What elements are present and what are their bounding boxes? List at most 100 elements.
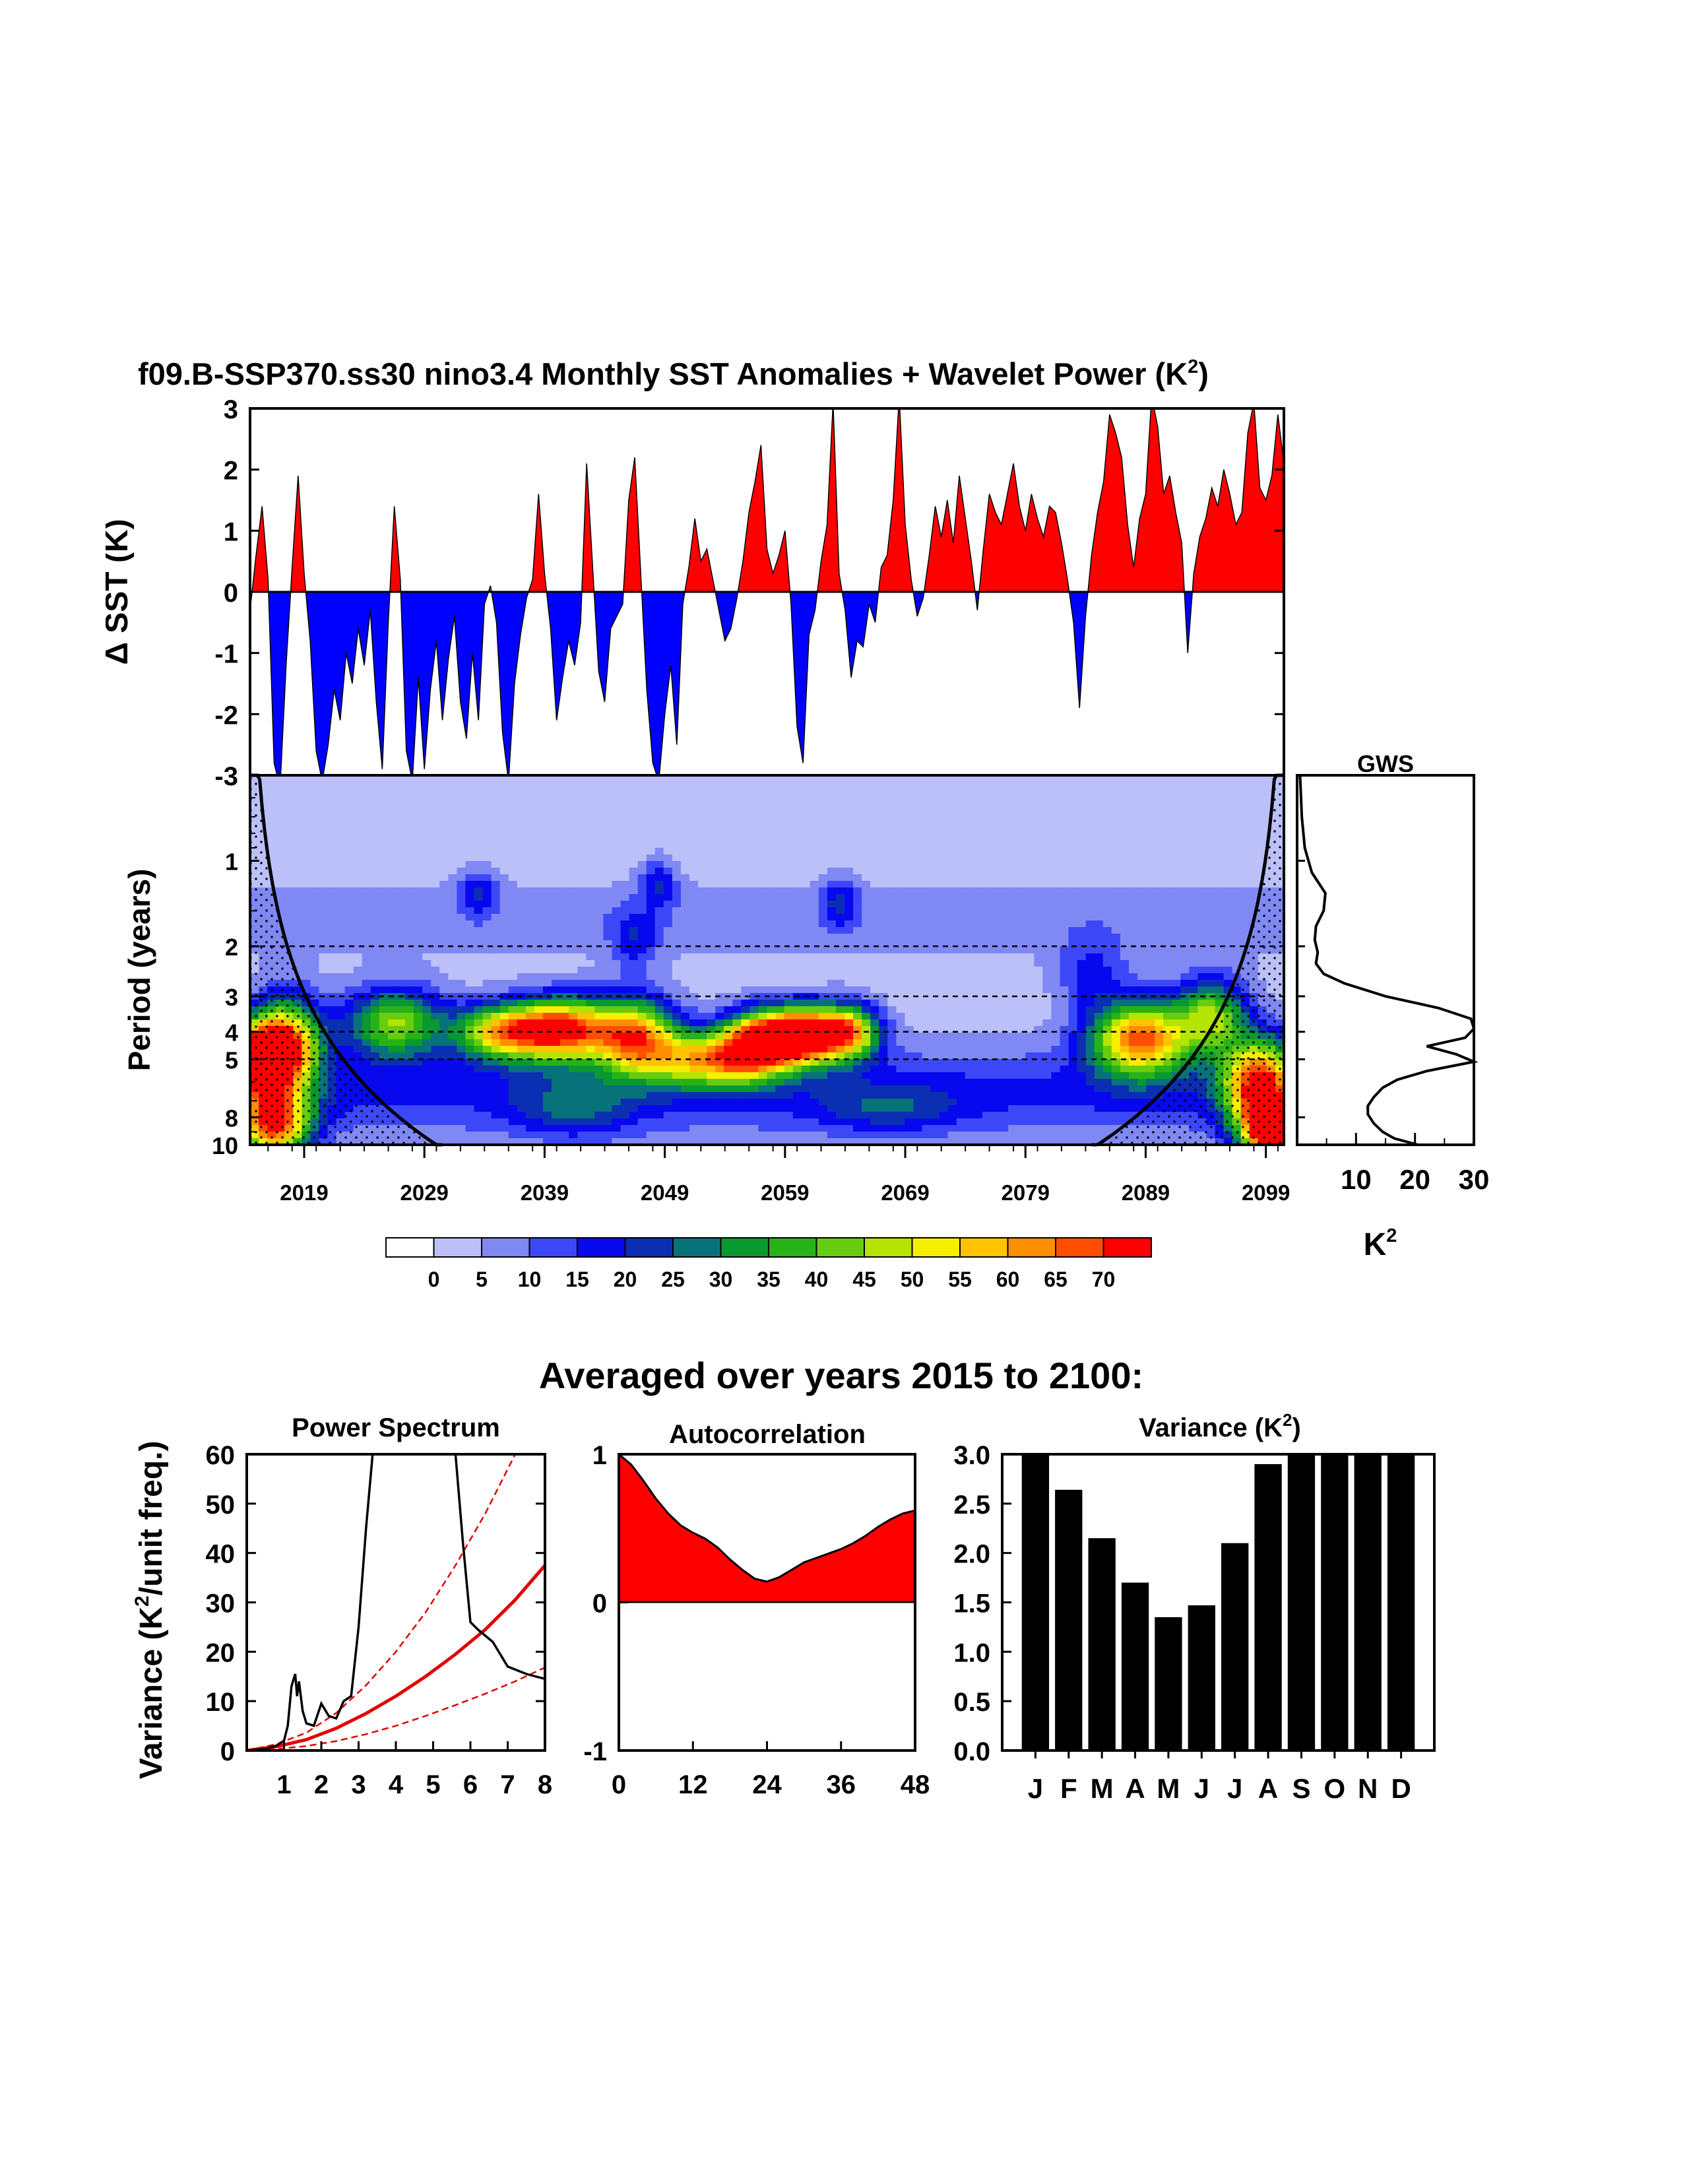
wavelet-cell [552,1000,561,1007]
wavelet-cell [862,1132,871,1139]
wavelet-cell [552,920,561,928]
wavelet-cell [896,1019,906,1027]
wavelet-cell [801,980,811,987]
wavelet-cell [370,947,380,954]
wavelet-cell [379,828,389,835]
wavelet-cell [396,947,406,954]
wavelet-cell [362,887,371,895]
wavelet-cell [560,1006,569,1013]
wavelet-cell [448,1046,458,1053]
wavelet-cell [654,894,664,901]
wavelet-cell [896,1125,906,1132]
wavelet-cell [810,841,819,849]
wavelet-cell [276,802,286,809]
wavelet-cell [344,1033,354,1040]
wavelet-cell [508,841,518,849]
wavelet-cell [439,1059,449,1066]
wavelet-cell [370,775,380,783]
wavelet-cell [707,1000,716,1007]
wavelet-cell [698,848,707,855]
wavelet-cell [569,1033,579,1040]
wavelet-cell [991,1046,1000,1053]
wavelet-cell [767,914,777,921]
wavelet-cell [542,782,552,789]
wavelet-cell [612,920,621,928]
wavelet-cell [749,775,759,783]
wavelet-cell [801,973,811,980]
wavelet-cell [922,934,932,941]
wavelet-cell [491,1033,501,1040]
wavelet-cell [569,894,579,901]
wavelet-cell [586,1138,596,1145]
wavelet-cell [724,1059,734,1066]
wavelet-cell [654,907,664,915]
wavelet-cell [922,1092,932,1099]
wavelet-cell [870,1125,880,1132]
wavelet-cell [499,1046,509,1053]
wavelet-cell [870,874,880,882]
wavelet-cell [707,894,716,901]
wavelet-cell [431,1085,441,1093]
wavelet-cell [818,894,828,901]
wavelet-cell [947,1033,957,1040]
wavelet-cell [474,1118,484,1126]
wavelet-cell [586,775,596,783]
wavelet-cell [646,868,656,875]
wavelet-cell [448,1026,458,1033]
wavelet-cell [499,868,509,875]
wavelet-cell [362,934,371,941]
wavelet-cell [853,821,862,829]
wavelet-cell [448,775,458,783]
wavelet-cell [646,914,656,921]
wavelet-cell [672,967,682,974]
wavelet-cell [654,1052,664,1060]
wavelet-cell [965,1046,974,1053]
wavelet-cell [336,874,346,882]
wavelet-cell [680,973,690,980]
wavelet-cell [905,1019,914,1027]
wavelet-cell [732,1099,742,1106]
wavelet-cell [457,1006,466,1013]
wavelet-cell [431,914,441,921]
wavelet-cell [947,980,957,987]
wavelet-cell [560,802,569,809]
wavelet-cell [353,1066,363,1073]
wavelet-cell [724,874,734,882]
wavelet-cell [284,828,294,835]
wavelet-cell [586,980,596,987]
wavelet-cell [327,907,337,915]
wavelet-cell [818,802,828,809]
wavelet-cell [862,1013,871,1020]
wavelet-cell [457,986,466,994]
wavelet-cell [370,953,380,961]
wavelet-cell [715,821,725,829]
wavelet-cell [680,986,690,994]
wavelet-cell [758,940,768,947]
wavelet-cell [542,802,552,809]
wavelet-cell [499,927,509,934]
wavelet-cell [569,841,579,849]
wavelet-cell [646,1079,656,1086]
wavelet-cell [629,947,639,954]
wavelet-cell [344,1013,354,1020]
wavelet-cell [1000,861,1009,868]
wavelet-cell [982,887,992,895]
wavelet-cell [862,986,871,994]
wavelet-cell [552,1138,561,1145]
wavelet-cell [784,1072,794,1079]
wavelet-cell [534,848,544,855]
wavelet-cell [465,914,475,921]
wavelet-cell [620,927,630,934]
wavelet-cell [741,1052,751,1060]
wavelet-cell [905,960,914,967]
wavelet-cell [818,1039,828,1046]
wavelet-cell [525,1046,535,1053]
wavelet-cell [973,980,983,987]
wavelet-cell [724,848,734,855]
wavelet-cell [879,815,889,822]
wavelet-cell [414,802,423,809]
wavelet-cell [542,947,552,954]
wavelet-cell [276,868,286,875]
wavelet-cell [465,861,475,868]
